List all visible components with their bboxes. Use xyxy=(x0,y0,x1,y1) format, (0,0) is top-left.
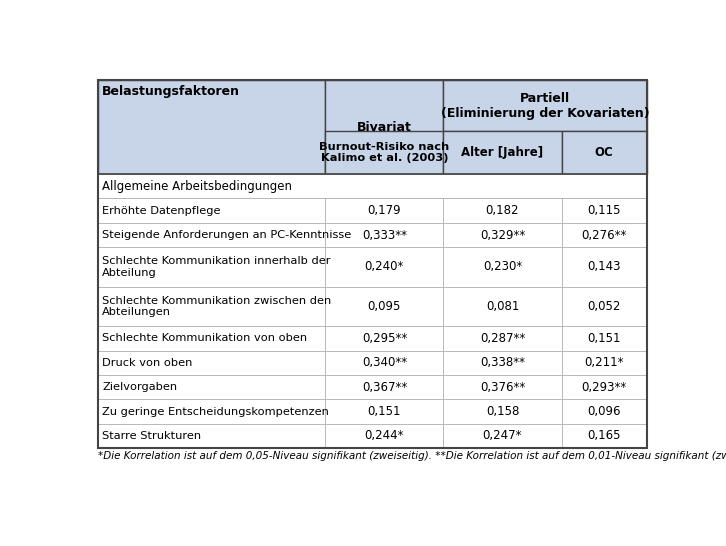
Bar xyxy=(561,287,647,326)
Text: Steigende Anforderungen an PC-Kenntnisse: Steigende Anforderungen an PC-Kenntnisse xyxy=(102,230,351,240)
Text: 0,293**: 0,293** xyxy=(582,381,627,394)
Text: 0,179: 0,179 xyxy=(367,204,401,217)
Text: Bivariat: Bivariat xyxy=(357,121,412,134)
Bar xyxy=(444,375,561,399)
Text: 0,096: 0,096 xyxy=(587,405,621,418)
Text: 0,151: 0,151 xyxy=(367,405,401,418)
Bar xyxy=(444,247,561,287)
Text: Partiell
(Eliminierung der Kovariaten): Partiell (Eliminierung der Kovariaten) xyxy=(441,92,649,120)
Bar xyxy=(325,223,444,247)
Text: 0,329**: 0,329** xyxy=(480,229,525,241)
Text: OC: OC xyxy=(595,146,613,159)
Bar xyxy=(325,199,444,223)
Text: Schlechte Kommunikation von oben: Schlechte Kommunikation von oben xyxy=(102,333,307,343)
Text: Schlechte Kommunikation zwischen den
Abteilungen: Schlechte Kommunikation zwischen den Abt… xyxy=(102,295,331,317)
Bar xyxy=(325,287,444,326)
Bar xyxy=(444,223,561,247)
Text: 0,376**: 0,376** xyxy=(480,381,525,394)
Bar xyxy=(97,223,325,247)
Text: Starre Strukturen: Starre Strukturen xyxy=(102,431,201,441)
Text: 0,240*: 0,240* xyxy=(364,260,404,274)
Bar xyxy=(444,351,561,375)
Text: 0,095: 0,095 xyxy=(368,300,401,313)
Text: *Die Korrelation ist auf dem 0,05-Niveau signifikant (zweiseitig). **Die Korrela: *Die Korrelation ist auf dem 0,05-Niveau… xyxy=(97,452,726,461)
Bar xyxy=(561,375,647,399)
Bar xyxy=(325,375,444,399)
Bar xyxy=(97,174,647,199)
Text: 0,247*: 0,247* xyxy=(483,429,522,442)
Bar xyxy=(97,424,325,448)
Bar xyxy=(444,199,561,223)
Text: 0,115: 0,115 xyxy=(587,204,621,217)
Text: Burnout-Risiko nach
Kalimo et al. (2003): Burnout-Risiko nach Kalimo et al. (2003) xyxy=(319,142,449,163)
Bar xyxy=(444,424,561,448)
Bar xyxy=(97,199,325,223)
Text: Zielvorgaben: Zielvorgaben xyxy=(102,382,177,392)
Text: Erhöhte Datenpflege: Erhöhte Datenpflege xyxy=(102,206,221,216)
Bar xyxy=(444,399,561,424)
Bar xyxy=(561,199,647,223)
Text: 0,158: 0,158 xyxy=(486,405,519,418)
Bar xyxy=(561,223,647,247)
Bar xyxy=(561,247,647,287)
Bar xyxy=(325,131,444,174)
Text: Belastungsfaktoren: Belastungsfaktoren xyxy=(102,85,240,98)
Bar xyxy=(97,287,325,326)
Text: 0,081: 0,081 xyxy=(486,300,519,313)
Bar xyxy=(97,375,325,399)
Bar xyxy=(561,326,647,351)
Bar xyxy=(97,351,325,375)
Text: 0,338**: 0,338** xyxy=(480,356,525,369)
Text: 0,052: 0,052 xyxy=(587,300,621,313)
Bar xyxy=(444,80,647,131)
Bar xyxy=(97,80,647,448)
Text: 0,287**: 0,287** xyxy=(480,332,525,345)
Text: 0,211*: 0,211* xyxy=(584,356,624,369)
Bar xyxy=(97,326,325,351)
Bar xyxy=(561,399,647,424)
Bar xyxy=(561,424,647,448)
Text: 0,367**: 0,367** xyxy=(362,381,407,394)
Text: 0,182: 0,182 xyxy=(486,204,519,217)
Bar xyxy=(444,131,561,174)
Bar xyxy=(444,326,561,351)
Bar xyxy=(325,326,444,351)
Bar xyxy=(325,351,444,375)
Text: Alter [Jahre]: Alter [Jahre] xyxy=(462,146,544,159)
Bar xyxy=(97,80,325,174)
Bar xyxy=(561,131,647,174)
Text: Zu geringe Entscheidungskompetenzen: Zu geringe Entscheidungskompetenzen xyxy=(102,407,329,417)
Bar xyxy=(561,351,647,375)
Bar xyxy=(444,287,561,326)
Text: Schlechte Kommunikation innerhalb der
Abteilung: Schlechte Kommunikation innerhalb der Ab… xyxy=(102,256,330,278)
Text: Allgemeine Arbeitsbedingungen: Allgemeine Arbeitsbedingungen xyxy=(102,180,292,193)
Bar xyxy=(97,247,325,287)
Text: Druck von oben: Druck von oben xyxy=(102,358,192,367)
Text: 0,295**: 0,295** xyxy=(362,332,407,345)
Bar xyxy=(97,399,325,424)
Text: 0,276**: 0,276** xyxy=(582,229,627,241)
Text: 0,143: 0,143 xyxy=(587,260,621,274)
Text: 0,165: 0,165 xyxy=(587,429,621,442)
Bar xyxy=(325,247,444,287)
Text: 0,151: 0,151 xyxy=(587,332,621,345)
Text: 0,230*: 0,230* xyxy=(483,260,522,274)
Text: 0,340**: 0,340** xyxy=(362,356,407,369)
Text: 0,333**: 0,333** xyxy=(362,229,407,241)
Bar xyxy=(325,399,444,424)
Bar xyxy=(325,424,444,448)
Text: 0,244*: 0,244* xyxy=(364,429,404,442)
Bar xyxy=(325,80,444,174)
